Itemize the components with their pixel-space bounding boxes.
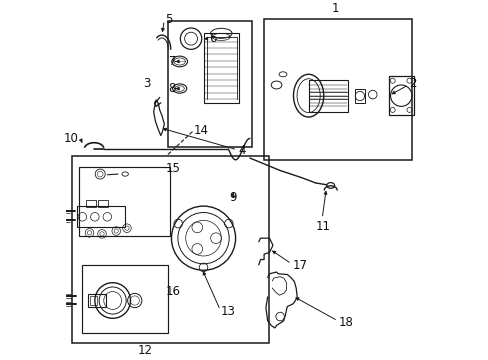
Text: 7: 7: [168, 55, 176, 68]
Bar: [89, 296, 97, 305]
Text: 5: 5: [165, 13, 172, 26]
Text: 18: 18: [338, 316, 353, 329]
Bar: [82, 265, 167, 333]
Text: 3: 3: [142, 77, 150, 90]
Text: 1: 1: [331, 2, 338, 15]
Bar: [87, 294, 105, 307]
Text: 10: 10: [64, 131, 79, 145]
Bar: [354, 89, 364, 103]
Text: 11: 11: [315, 220, 330, 233]
Bar: [79, 167, 169, 237]
Text: 6: 6: [209, 32, 217, 45]
Bar: [98, 200, 108, 207]
Text: 12: 12: [137, 344, 152, 357]
Bar: [77, 206, 125, 228]
Text: 14: 14: [194, 124, 208, 137]
Text: 17: 17: [292, 259, 306, 272]
Bar: [72, 156, 269, 343]
Text: 16: 16: [165, 285, 181, 298]
Text: 9: 9: [229, 191, 236, 204]
Text: 13: 13: [221, 305, 235, 319]
Text: 15: 15: [165, 162, 180, 175]
Bar: [388, 76, 413, 115]
Bar: [308, 80, 347, 112]
Bar: [264, 19, 411, 160]
Bar: [203, 33, 239, 103]
Text: 4: 4: [238, 144, 245, 157]
Text: 8: 8: [168, 82, 176, 95]
Text: 2: 2: [408, 77, 416, 90]
Bar: [86, 200, 96, 207]
Bar: [167, 21, 251, 147]
